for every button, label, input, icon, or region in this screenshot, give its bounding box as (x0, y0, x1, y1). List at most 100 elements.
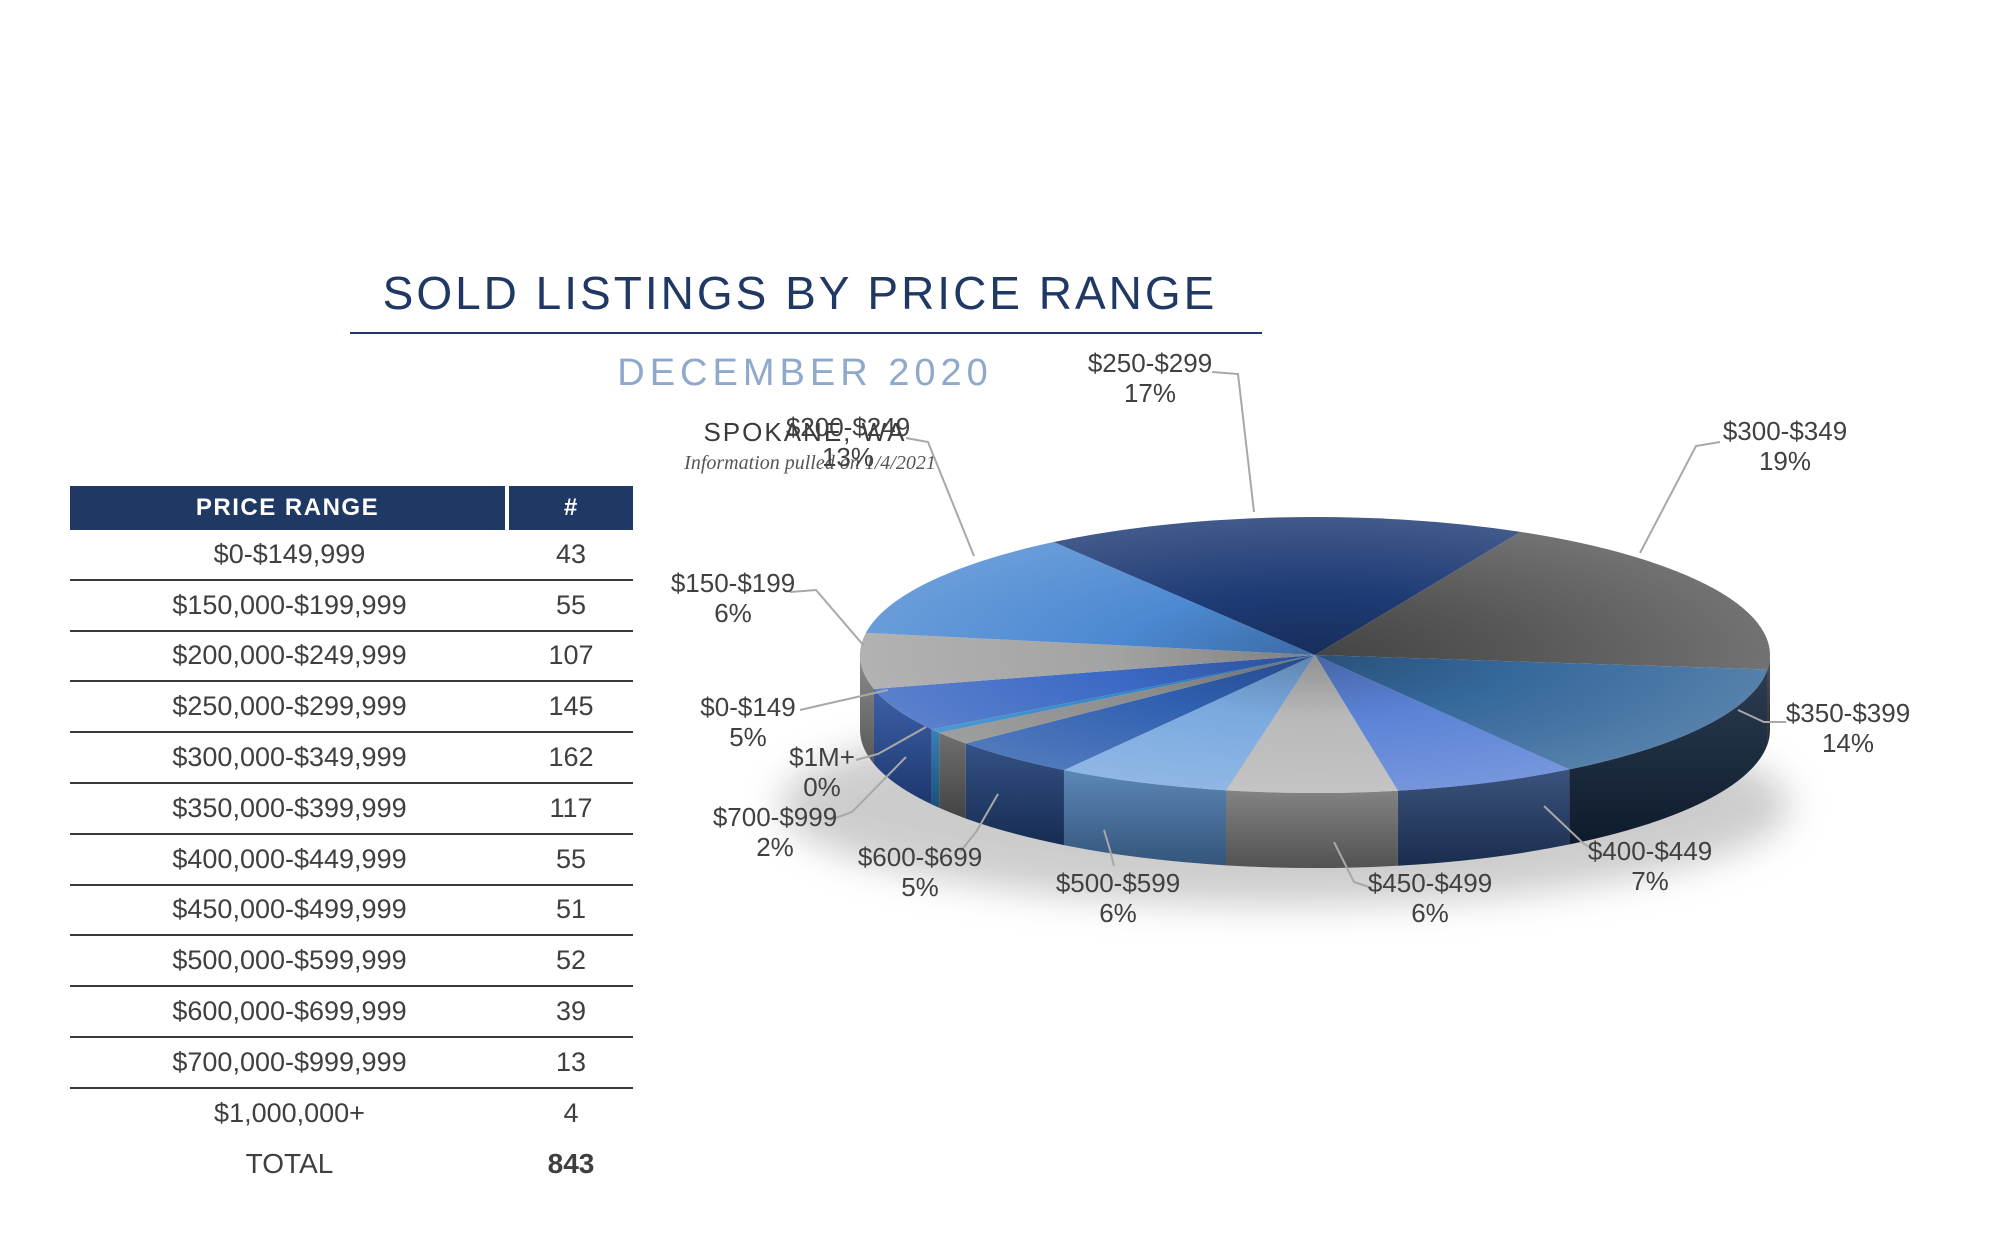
table-total-row: TOTAL 843 (70, 1138, 633, 1190)
pie-callout-category: $200-$249 (786, 412, 910, 442)
table-row: $150,000-$199,999 55 (70, 581, 633, 632)
pie-leader-line-1 (789, 588, 865, 647)
count-cell: 52 (555, 945, 587, 976)
price-range-cell: $450,000-$499,999 (172, 894, 407, 925)
pie-callout-3: $250-$299 17% (1088, 348, 1212, 408)
price-range-cell: $150,000-$199,999 (172, 589, 407, 620)
pie-leader-line-5 (1737, 709, 1786, 723)
price-range-cell: $250,000-$299,999 (172, 691, 407, 722)
pie-slice-7 (1226, 655, 1398, 793)
pie-leader-line-9 (959, 793, 999, 853)
pie-slice-side-6 (1397, 769, 1570, 866)
pie-leader-line-6 (1543, 805, 1599, 853)
table-row: $500,000-$599,999 52 (70, 936, 633, 988)
subtitle-month: DECEMBER 2020 (617, 352, 993, 394)
pie-slice-0 (873, 655, 1315, 730)
pie-callout-percent: 6% (1411, 898, 1449, 928)
price-range-cell: $600,000-$699,999 (172, 996, 407, 1027)
pie-leader-line-4 (1639, 441, 1721, 554)
pie-callout-category: $0-$149 (700, 692, 795, 722)
price-range-cell: $1,000,000+ (214, 1097, 365, 1128)
pie-slice-side-8 (1063, 770, 1227, 866)
count-cell: 43 (555, 538, 587, 569)
page-title: SOLD LISTINGS BY PRICE RANGE (382, 267, 1218, 319)
price-range-table: PRICE RANGE # $0-$149,999 43 $150,000-$199… (70, 486, 633, 1190)
pie-callout-percent: 7% (1631, 866, 1669, 896)
pie-callout-category: $450-$499 (1368, 868, 1492, 898)
table-row: $250,000-$299,999 145 (70, 682, 633, 734)
pie-callout-percent: 19% (1759, 446, 1811, 476)
pie-slice-8 (1063, 655, 1315, 791)
pie-slice-side-9 (965, 743, 1064, 846)
count-cell: 55 (555, 843, 587, 874)
pie-callout-category: $600-$699 (858, 842, 982, 872)
pie-leader-line-10 (829, 756, 907, 821)
pie-callout-category: $300-$349 (1723, 416, 1847, 446)
pie-callout-percent: 17% (1124, 378, 1176, 408)
pie-slice-3 (1053, 517, 1521, 655)
table-body: $0-$149,999 43 $150,000-$199,999 55 $200,000… (70, 530, 633, 1138)
pie-callout-9: $600-$699 5% (858, 842, 982, 902)
pie-callout-8: $500-$599 6% (1056, 868, 1180, 928)
count-cell: 117 (549, 792, 593, 823)
location-label: SPOKANE, WA (703, 417, 907, 447)
price-range-cell: $350,000-$399,999 (172, 792, 407, 823)
pie-slice-side-4 (1767, 655, 1770, 745)
pie-leader-line-7 (1333, 841, 1373, 889)
pie-slice-side-5 (1569, 669, 1768, 845)
pie-leader-line-0 (799, 689, 889, 711)
pie-callout-category: $500-$599 (1056, 868, 1180, 898)
table-row: $700,000-$999,999 13 (70, 1038, 633, 1089)
table-row: $450,000-$499,999 51 (70, 886, 633, 937)
pie-slice-10 (939, 655, 1315, 744)
pie-slice-5 (1315, 655, 1768, 770)
pie-slice-side-7 (1226, 790, 1398, 868)
pie-callout-percent: 2% (756, 832, 794, 862)
pie-callout-4: $300-$349 19% (1723, 416, 1847, 476)
pie-slice-6 (1315, 655, 1570, 791)
pie-callout-percent: 0% (803, 772, 841, 802)
title-underline (350, 332, 1262, 334)
table-row: $300,000-$349,999 162 (70, 733, 633, 784)
total-label: TOTAL (245, 1147, 334, 1179)
pie-callout-category: $1M+ (789, 742, 855, 772)
pie-callout-percent: 6% (714, 598, 752, 628)
count-cell: 13 (555, 1046, 587, 1077)
pie-leader-line-2 (905, 437, 975, 557)
pie-callout-6: $400-$449 7% (1588, 836, 1712, 896)
pie-callout-category: $150-$199 (671, 568, 795, 598)
price-range-cell: $200,000-$249,999 (172, 640, 407, 671)
pie-callout-category: $350-$399 (1786, 698, 1910, 728)
table-row: $600,000-$699,999 39 (70, 987, 633, 1038)
table-header-price-range: PRICE RANGE (70, 486, 505, 530)
pie-callout-category: $400-$449 (1588, 836, 1712, 866)
pie-leader-line-11 (855, 726, 927, 761)
price-range-cell: $0-$149,999 (213, 538, 366, 569)
pie-callout-2: $200-$249 13% (786, 412, 910, 472)
pie-callout-5: $350-$399 14% (1786, 698, 1910, 758)
pie-slice-4 (1315, 531, 1770, 670)
price-range-cell: $500,000-$599,999 (172, 945, 407, 976)
pie-callout-percent: 5% (901, 872, 939, 902)
table-row: $0-$149,999 43 (70, 530, 633, 581)
pie-leader-line-8 (1103, 829, 1115, 867)
pie-slice-2 (865, 542, 1315, 655)
pie-callout-category: $250-$299 (1088, 348, 1212, 378)
pie-leader-line-3 (1211, 371, 1255, 513)
count-cell: 55 (555, 589, 587, 620)
pie-callout-1: $150-$199 6% (671, 568, 795, 628)
pie-slice-side-1 (860, 655, 874, 764)
pie-callout-0: $0-$149 5% (700, 692, 795, 752)
info-pulled-note: Information pulled on 1/4/2021 (684, 452, 936, 474)
count-cell: 39 (555, 996, 587, 1027)
table-header-count: # (509, 486, 633, 530)
table-header-row: PRICE RANGE # (70, 486, 633, 530)
count-cell: 107 (548, 640, 594, 671)
pie-slice-1 (860, 632, 1315, 689)
pie-callout-category: $700-$999 (713, 802, 837, 832)
price-range-cell: $300,000-$349,999 (172, 742, 407, 773)
pie-slice-9 (965, 655, 1315, 771)
count-cell: 145 (548, 691, 594, 722)
